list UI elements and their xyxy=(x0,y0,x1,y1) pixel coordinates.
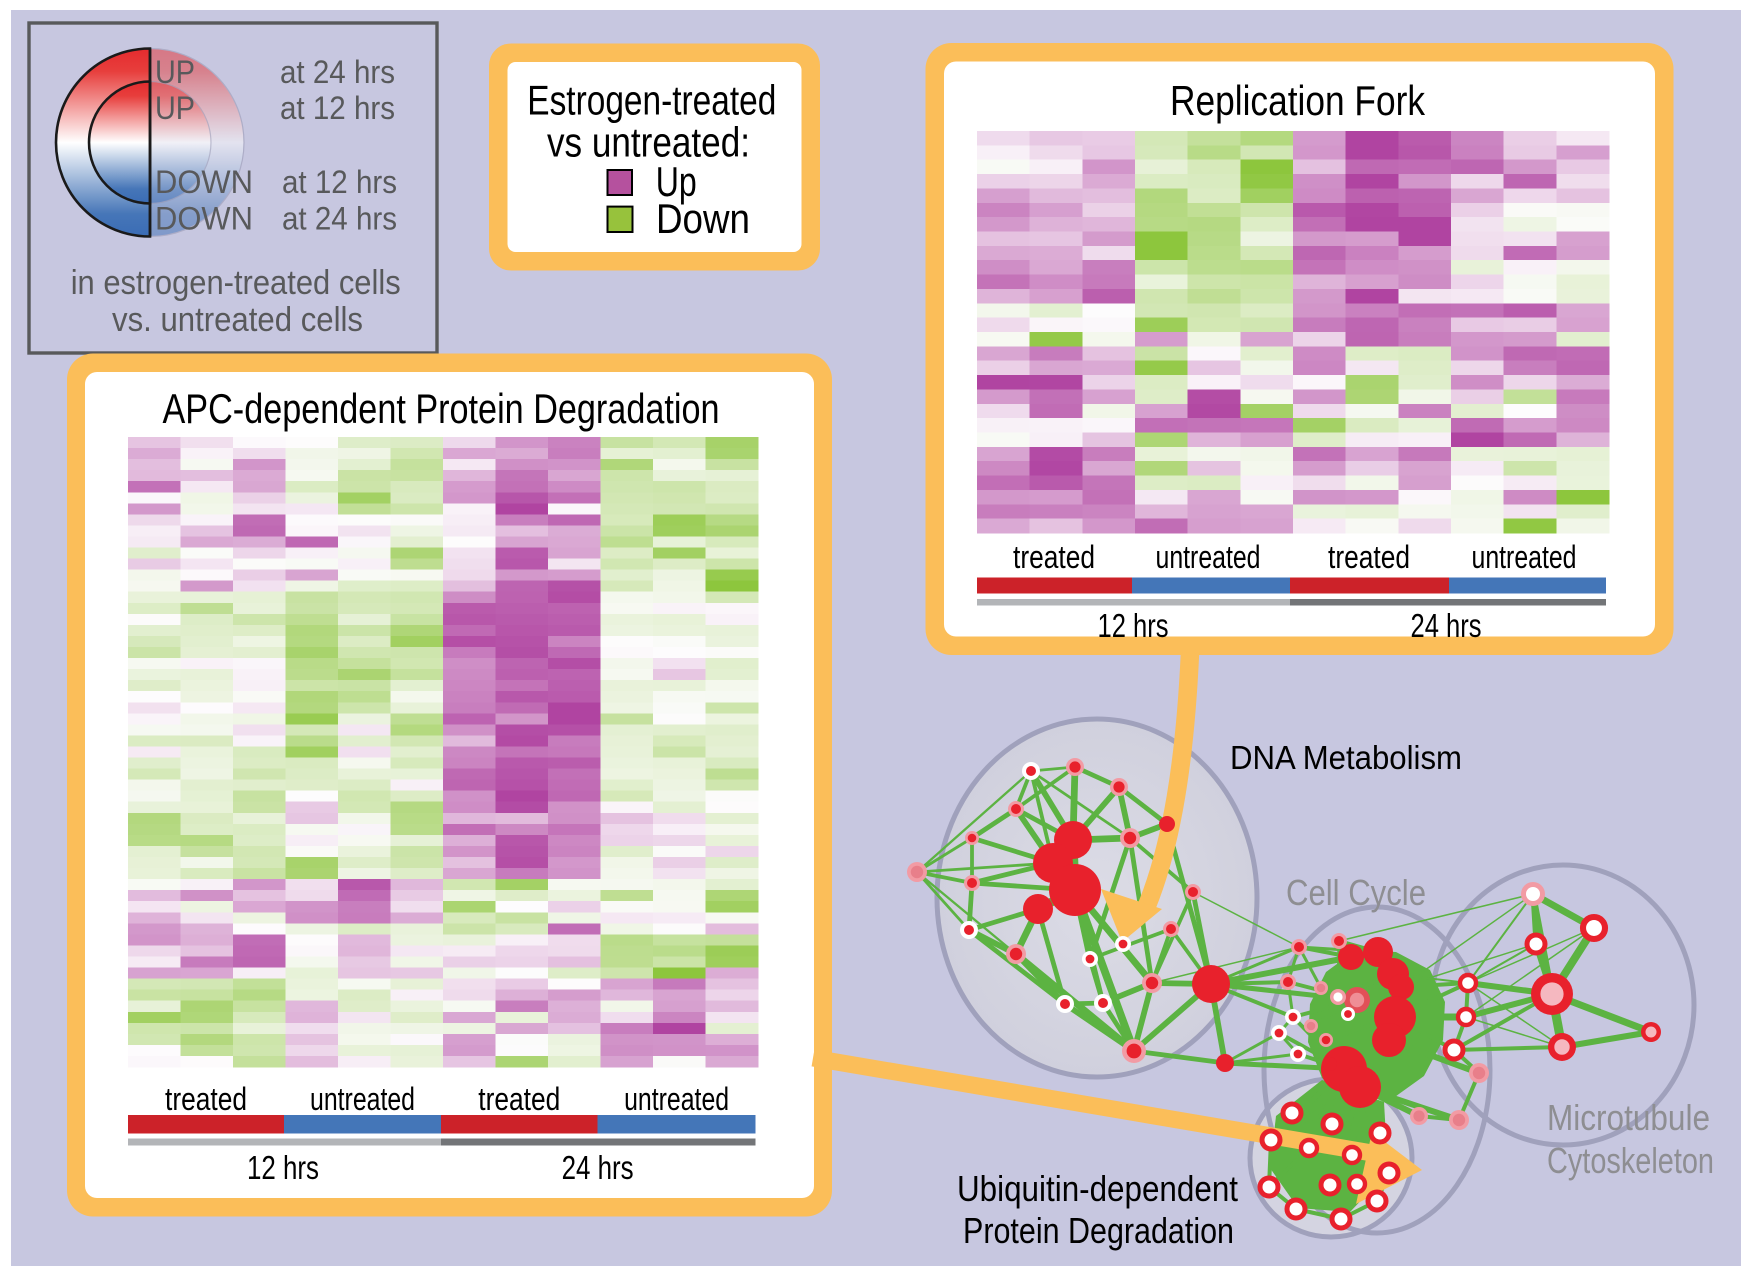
svg-text:in estrogen-treated cells: in estrogen-treated cells xyxy=(71,264,401,302)
svg-text:12 hrs: 12 hrs xyxy=(1098,607,1169,644)
svg-text:Down: Down xyxy=(656,195,750,242)
svg-text:Cell Cycle: Cell Cycle xyxy=(1286,872,1426,913)
svg-text:24 hrs: 24 hrs xyxy=(562,1149,634,1186)
svg-text:Estrogen-treated: Estrogen-treated xyxy=(527,77,776,124)
svg-text:Cytoskeleton: Cytoskeleton xyxy=(1547,1140,1714,1181)
svg-text:untreated: untreated xyxy=(1156,539,1261,575)
svg-text:vs untreated:: vs untreated: xyxy=(547,119,750,166)
svg-text:at 24 hrs: at 24 hrs xyxy=(282,201,397,237)
svg-text:Ubiquitin-dependent: Ubiquitin-dependent xyxy=(957,1168,1238,1209)
svg-text:DNA Metabolism: DNA Metabolism xyxy=(1230,739,1462,776)
svg-text:Up: Up xyxy=(656,158,697,205)
svg-text:at 24 hrs: at 24 hrs xyxy=(280,54,395,90)
svg-text:12 hrs: 12 hrs xyxy=(247,1149,319,1186)
svg-text:vs. untreated cells: vs. untreated cells xyxy=(112,301,363,339)
svg-text:UP: UP xyxy=(155,54,195,90)
svg-text:24 hrs: 24 hrs xyxy=(1411,607,1482,644)
svg-text:untreated: untreated xyxy=(310,1081,415,1117)
svg-text:at 12 hrs: at 12 hrs xyxy=(282,164,397,200)
svg-text:APC-dependent Protein Degradat: APC-dependent Protein Degradation xyxy=(163,385,720,432)
svg-text:DOWN: DOWN xyxy=(155,201,253,237)
svg-text:DOWN: DOWN xyxy=(155,164,253,200)
svg-text:untreated: untreated xyxy=(1472,539,1577,575)
svg-text:Replication Fork: Replication Fork xyxy=(1170,77,1426,124)
svg-text:UP: UP xyxy=(155,90,195,126)
svg-text:treated: treated xyxy=(1013,539,1095,575)
svg-text:Protein Degradation: Protein Degradation xyxy=(963,1210,1234,1251)
svg-text:treated: treated xyxy=(165,1081,247,1117)
svg-text:treated: treated xyxy=(1328,539,1410,575)
svg-text:Microtubule: Microtubule xyxy=(1547,1097,1710,1138)
svg-text:treated: treated xyxy=(478,1081,560,1117)
svg-text:at 12 hrs: at 12 hrs xyxy=(280,90,395,126)
svg-text:untreated: untreated xyxy=(624,1081,729,1117)
